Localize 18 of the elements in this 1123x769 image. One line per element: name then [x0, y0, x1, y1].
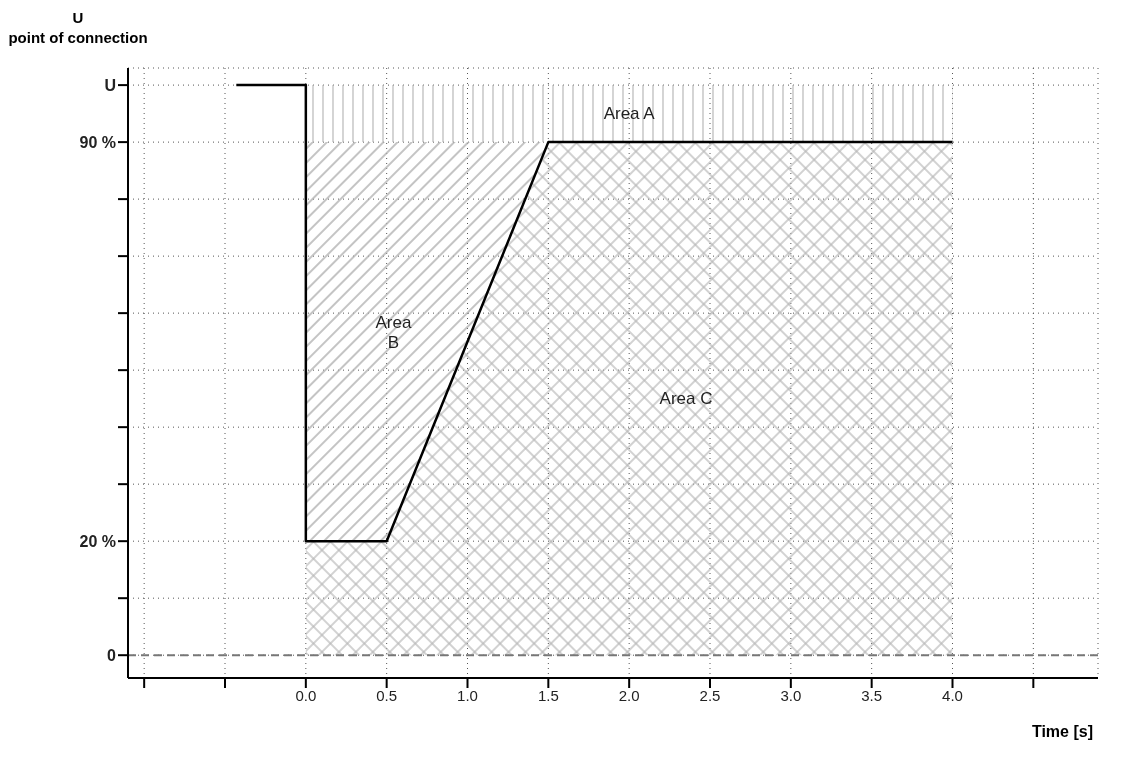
x-tick-label: 3.5 [861, 686, 883, 704]
x-tick-label: 0.0 [295, 686, 317, 704]
y-tick-label: 90 % [79, 133, 116, 151]
x-tick-label: 2.0 [618, 686, 640, 704]
y-tick-label: 20 % [79, 532, 116, 550]
y-tick-label: U [104, 76, 116, 94]
x-tick-label: 3.0 [780, 686, 802, 704]
y-tick-label: 0 [107, 646, 117, 664]
x-tick-label: 4.0 [942, 686, 963, 704]
x-tick-label: 1.5 [537, 686, 559, 704]
x-axis-title: Time [s] [1031, 723, 1093, 741]
x-tick-label: 0.5 [376, 686, 398, 704]
series-label: Area B [375, 313, 412, 353]
x-tick-label: 2.5 [699, 686, 721, 704]
x-tick-label: 1.0 [457, 686, 478, 704]
series-label: Area A [603, 103, 656, 123]
y-axis-title: U point of connection [8, 8, 148, 48]
series-label: Area C [659, 388, 713, 408]
